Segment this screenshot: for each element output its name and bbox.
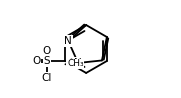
Text: S: S xyxy=(44,56,50,66)
Text: CH₃: CH₃ xyxy=(67,59,84,68)
Text: Cl: Cl xyxy=(42,73,52,83)
Text: O: O xyxy=(32,56,41,66)
Text: N: N xyxy=(74,58,82,68)
Text: N: N xyxy=(64,36,72,46)
Text: O: O xyxy=(43,46,51,56)
